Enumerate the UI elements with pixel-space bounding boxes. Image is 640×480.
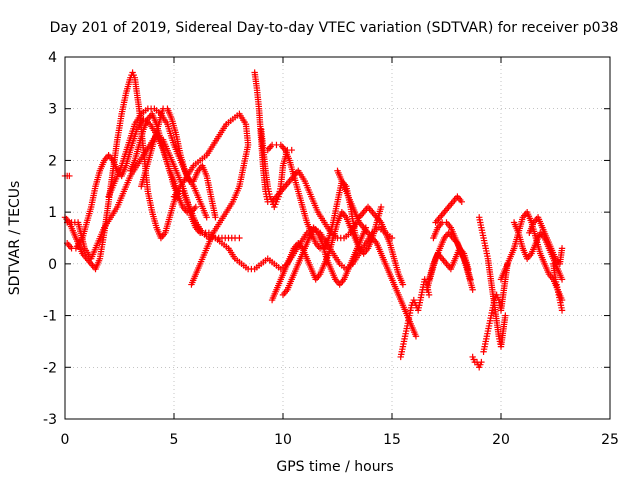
data-point-marker [388, 234, 396, 242]
x-tick-label: 10 [274, 432, 292, 448]
x-tick-label: 5 [170, 432, 179, 448]
data-point-marker [412, 333, 420, 340]
x-tick-label: 25 [601, 432, 619, 448]
data-point-marker [478, 358, 485, 366]
data-point-marker [458, 198, 465, 205]
data-point-marker [502, 312, 509, 319]
data-point-marker [288, 146, 295, 154]
data-point-marker [425, 291, 433, 299]
ticks-layer: 0 5 10 15 20 25 -3 -2 -1 0 1 2 3 4 [43, 50, 619, 448]
data-point-marker [558, 307, 566, 314]
data-point-marker [558, 276, 566, 283]
data-point-marker [188, 281, 195, 288]
y-tick-label: 1 [48, 205, 57, 221]
data-point-marker [469, 286, 476, 293]
y-tick-label: 4 [48, 50, 57, 66]
data-point-marker [66, 172, 73, 180]
chart-title: Day 201 of 2019, Sidereal Day-to-day VTE… [50, 20, 619, 36]
y-tick-label: -3 [43, 412, 57, 428]
y-axis-label: SDTVAR / TECUs [7, 181, 23, 296]
marks-layer [61, 69, 566, 371]
y-tick-label: 3 [48, 102, 57, 118]
x-tick-label: 15 [383, 432, 401, 448]
y-tick-label: -2 [43, 360, 57, 376]
y-tick-label: -1 [43, 309, 57, 325]
data-point-marker [203, 214, 210, 221]
data-point-marker [212, 214, 219, 221]
data-point-marker [377, 203, 385, 211]
y-tick-label: 2 [48, 153, 57, 169]
x-axis-label: GPS time / hours [276, 459, 393, 475]
plot-frame [64, 56, 611, 420]
data-point-marker [399, 281, 407, 288]
data-point-marker [236, 234, 243, 242]
data-point-marker [558, 245, 566, 252]
x-tick-label: 20 [492, 432, 510, 448]
data-point-marker [192, 203, 199, 211]
x-tick-label: 0 [61, 432, 70, 448]
y-tick-label: 0 [48, 257, 57, 273]
